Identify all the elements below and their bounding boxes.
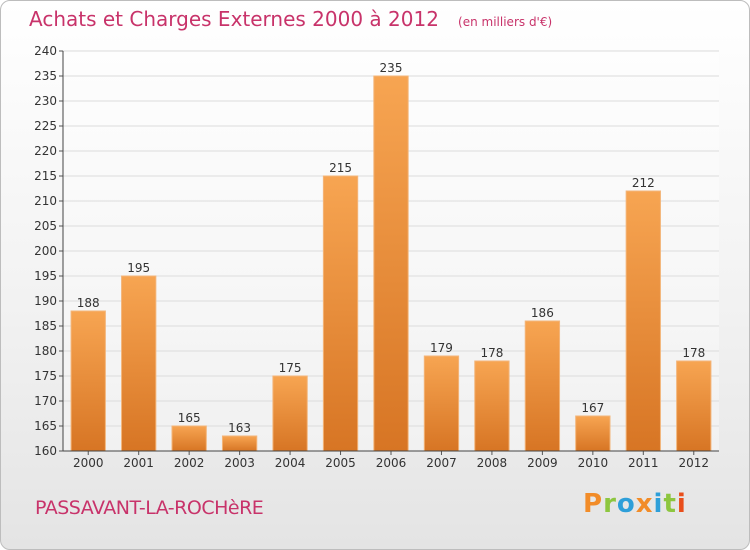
brand-letter: x (635, 489, 654, 519)
brand-letter: i (676, 489, 687, 519)
bar-layer (70, 75, 712, 452)
data-label: 188 (77, 296, 100, 310)
y-tick-label: 205 (34, 219, 57, 233)
brand-logo: Proxiti (583, 489, 687, 519)
data-label: 179 (430, 341, 453, 355)
x-tick-label: 2009 (527, 456, 558, 470)
data-label: 235 (380, 61, 403, 75)
y-tick-label: 210 (34, 194, 57, 208)
y-tick-label: 185 (34, 319, 57, 333)
data-label: 175 (279, 361, 302, 375)
bar (625, 190, 661, 452)
x-tick-label: 2003 (224, 456, 255, 470)
title-row: Achats et Charges Externes 2000 à 2012 (… (29, 7, 552, 31)
y-tick-label: 215 (34, 169, 57, 183)
data-label: 165 (178, 411, 201, 425)
data-label: 186 (531, 306, 554, 320)
bar (373, 75, 409, 452)
bar (171, 425, 207, 452)
chart-title: Achats et Charges Externes 2000 à 2012 (29, 7, 439, 31)
x-tick-label: 2011 (628, 456, 659, 470)
x-tick-label: 2002 (174, 456, 205, 470)
axis-layer (59, 50, 719, 455)
y-tick-label: 180 (34, 344, 57, 358)
x-tick-label: 2000 (73, 456, 104, 470)
x-tick-label: 2007 (426, 456, 457, 470)
y-tick-label: 160 (34, 444, 57, 458)
data-label: 212 (632, 176, 655, 190)
y-tick-label: 190 (34, 294, 57, 308)
y-tick-label: 175 (34, 369, 57, 383)
data-label: 178 (682, 346, 705, 360)
bar (676, 360, 712, 452)
brand-letter: P (583, 489, 604, 519)
bar (575, 415, 611, 452)
data-label: 215 (329, 161, 352, 175)
data-label: 195 (127, 261, 150, 275)
bar (221, 435, 258, 452)
brand-letter: i (653, 489, 664, 519)
x-tick-label: 2001 (123, 456, 154, 470)
y-tick-label: 225 (34, 119, 57, 133)
bar (474, 360, 510, 452)
y-tick-label: 240 (34, 44, 57, 58)
x-tick-label: 2008 (477, 456, 508, 470)
data-label: 178 (480, 346, 503, 360)
brand-letter: t (663, 489, 677, 519)
label-layer: 160 165 170 175 180 185 190 195 200 205 210 215 220 2… (34, 44, 709, 470)
bar (423, 355, 460, 452)
y-tick-label: 230 (34, 94, 57, 108)
x-tick-label: 2005 (325, 456, 356, 470)
bar (524, 320, 561, 452)
y-tick-label: 200 (34, 244, 57, 258)
bar (70, 310, 106, 452)
bar (322, 175, 359, 452)
x-tick-label: 2006 (376, 456, 407, 470)
y-tick-label: 235 (34, 69, 57, 83)
location-name: PASSAVANT-LA-ROCHèRE (35, 497, 264, 519)
bar (272, 375, 308, 452)
y-tick-label: 220 (34, 144, 57, 158)
brand-letter: o (616, 489, 636, 519)
x-tick-label: 2012 (678, 456, 709, 470)
bar (121, 275, 157, 452)
x-tick-label: 2010 (578, 456, 609, 470)
data-label: 167 (581, 401, 604, 415)
y-tick-label: 170 (34, 394, 57, 408)
brand-letter: r (603, 489, 617, 519)
x-tick-label: 2004 (275, 456, 306, 470)
y-tick-label: 165 (34, 419, 57, 433)
y-tick-label: 195 (34, 269, 57, 283)
data-label: 163 (228, 421, 251, 435)
chart-unit: (en milliers d'€) (458, 15, 553, 29)
